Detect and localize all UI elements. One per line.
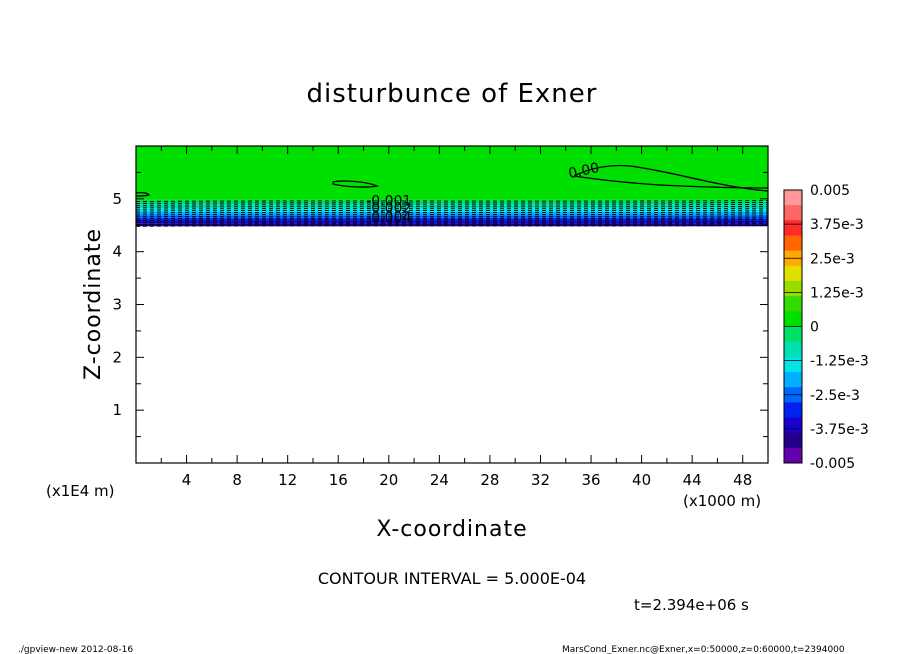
negative-contour-line-2 xyxy=(136,203,768,206)
contour-label-1: -0.001 xyxy=(366,194,411,210)
contour-label-0: 0.00 xyxy=(567,160,601,182)
x-tick-label: 12 xyxy=(278,471,297,489)
y-axis: 1 2 3 4 5 xyxy=(112,171,768,438)
x-tick-label: 4 xyxy=(182,471,192,489)
x-axis: 4 8 12 16 20 24 28 32 36 40 44 48 xyxy=(160,146,752,489)
fill-band-0 xyxy=(136,146,768,200)
negative-contour-line-8 xyxy=(136,215,768,218)
negative-contour-line-13 xyxy=(136,224,768,227)
y-tick-label: 3 xyxy=(112,296,122,314)
colorbar-label: 2.5e-3 xyxy=(810,251,855,267)
colorbar-segment-10 xyxy=(784,341,802,358)
colorbar-segment-1 xyxy=(784,205,802,221)
chart-title: disturbunce of Exner xyxy=(307,79,598,109)
y-axis-unit: (x1E4 m) xyxy=(46,482,115,500)
fill-band-1 xyxy=(136,199,768,205)
colorbar-segment-8 xyxy=(784,311,802,327)
contour-interval-text: CONTOUR INTERVAL = 5.000E-04 xyxy=(318,569,586,588)
y-tick-label: 4 xyxy=(112,243,122,261)
negative-contour-line-12 xyxy=(136,223,768,225)
x-tick-label: 40 xyxy=(632,471,651,489)
fill-band-8 xyxy=(136,223,768,227)
x-tick-label: 32 xyxy=(531,471,550,489)
colorbar-segment-14 xyxy=(784,402,802,418)
fill-band-2 xyxy=(136,204,768,209)
negative-contour-line-1 xyxy=(136,202,768,204)
contour-line-zero-blob xyxy=(332,180,380,188)
x-tick-label: 44 xyxy=(683,471,702,489)
colorbar-label: 3.75e-3 xyxy=(810,217,864,233)
y-tick-label: 5 xyxy=(112,190,122,208)
fill-band-5 xyxy=(136,215,768,219)
fill-band-4 xyxy=(136,212,768,216)
colorbar: 0.005 3.75e-3 2.5e-3 1.25e-3 0 -1.25e-3 -2.5e-… xyxy=(783,183,869,472)
colorbar-segment-11 xyxy=(784,356,802,373)
colorbar-label: 0 xyxy=(810,320,819,336)
contour-label-3: -0.004 xyxy=(366,210,411,226)
colorbar-label: -1.25e-3 xyxy=(810,354,869,370)
y-tick-label: 1 xyxy=(112,401,122,419)
colorbar-segment-2 xyxy=(784,220,802,236)
colorbar-label: -3.75e-3 xyxy=(810,422,869,438)
negative-contour-line-5 xyxy=(136,209,768,212)
x-tick-label: 24 xyxy=(430,471,449,489)
x-tick-label: 20 xyxy=(379,471,398,489)
negative-contour-line-3 xyxy=(136,205,768,208)
colorbar-segment-0 xyxy=(784,190,802,206)
negative-contour-line-6 xyxy=(136,211,768,214)
y-tick-label: 2 xyxy=(112,348,122,366)
contour-line-left-edge xyxy=(136,191,150,197)
colorbar-segment-9 xyxy=(784,326,802,342)
colorbar-segment-16 xyxy=(784,432,802,449)
negative-contour-line-11 xyxy=(136,221,768,224)
colorbar-label: 1.25e-3 xyxy=(810,285,864,301)
colorbar-segment-3 xyxy=(784,235,802,251)
colorbar-label: -0.005 xyxy=(810,456,855,472)
contour-line-zero-right-lower xyxy=(573,175,768,189)
negative-contour-line-4 xyxy=(136,207,768,210)
contour-labels: 0.00 -0.001-0.002-0.004 xyxy=(366,160,601,226)
negative-contour-lines xyxy=(136,200,768,227)
colorbar-label: 0.005 xyxy=(810,183,850,199)
x-tick-label: 8 xyxy=(232,471,242,489)
x-tick-label: 48 xyxy=(733,471,752,489)
time-text: t=2.394e+06 s xyxy=(634,596,749,614)
colorbar-segment-12 xyxy=(784,372,802,388)
y-axis-label: Z-coordinate xyxy=(81,228,106,380)
footer-right: MarsCond_Exner.nc@Exner,x=0:50000,z=0:60… xyxy=(562,645,845,654)
colorbar-label: -2.5e-3 xyxy=(810,388,860,404)
colorbar-segment-6 xyxy=(784,281,802,297)
x-tick-label: 16 xyxy=(329,471,348,489)
x-tick-label: 36 xyxy=(581,471,600,489)
colorbar-segment-5 xyxy=(784,265,802,282)
x-axis-label: X-coordinate xyxy=(376,517,527,542)
negative-contour-line-9 xyxy=(136,217,768,220)
footer-left: ./gpview-new 2012-08-16 xyxy=(18,645,133,654)
contour-lines xyxy=(136,164,768,197)
colorbar-segment-17 xyxy=(784,447,802,464)
negative-contour-line-0 xyxy=(136,200,768,202)
x-axis-unit: (x1000 m) xyxy=(683,492,761,510)
colorbar-segment-15 xyxy=(784,417,802,433)
contour-label-2: -0.002 xyxy=(366,201,411,217)
negative-contour-line-10 xyxy=(136,219,768,222)
x-tick-label: 28 xyxy=(480,471,499,489)
negative-contour-line-7 xyxy=(136,213,768,216)
colorbar-segment-7 xyxy=(784,296,802,312)
